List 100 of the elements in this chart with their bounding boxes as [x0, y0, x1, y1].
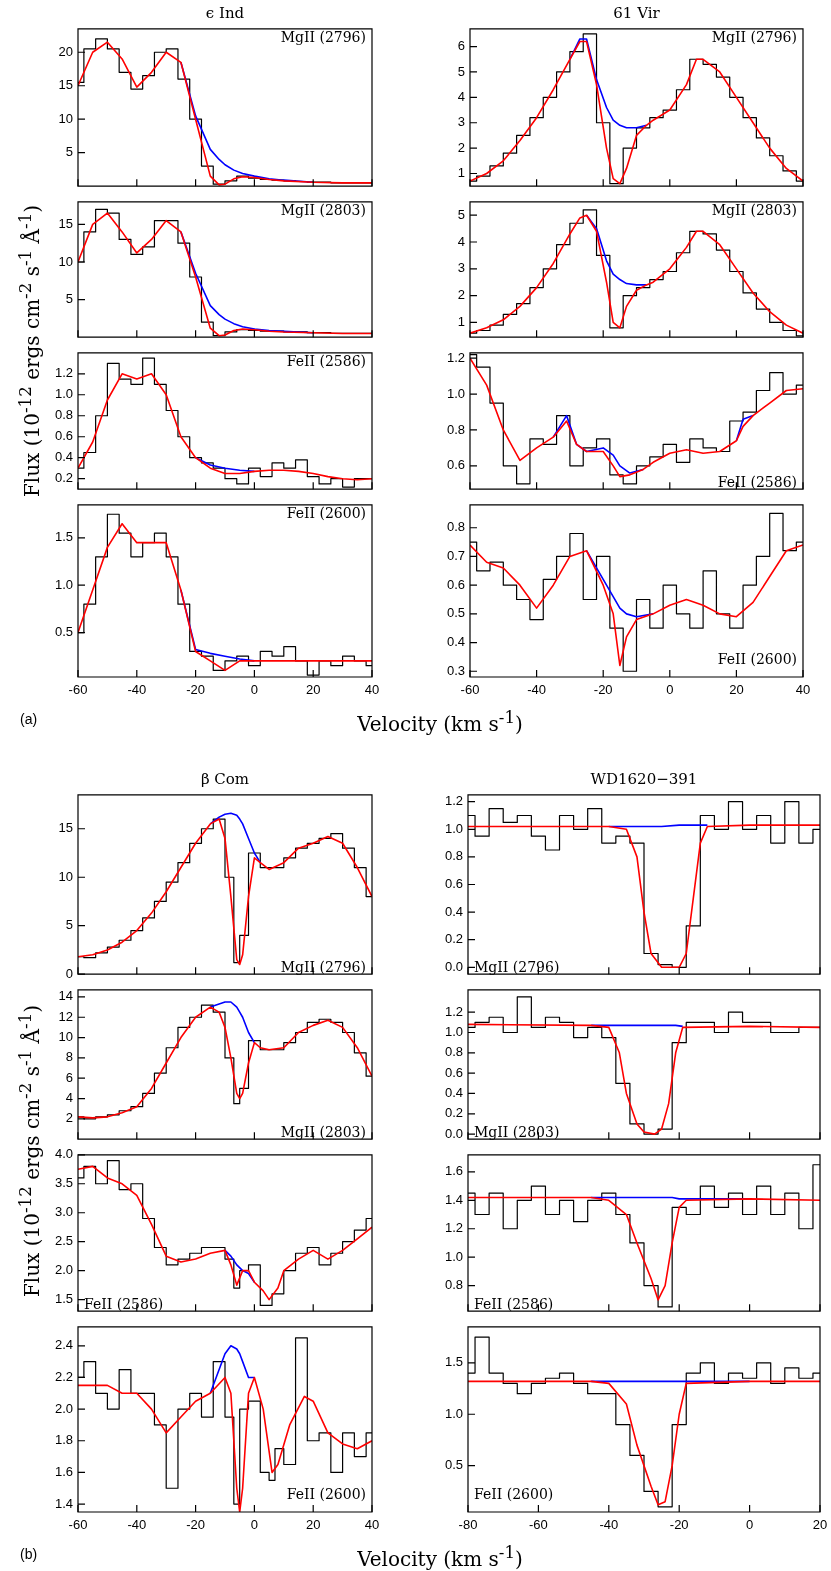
y-tick-label: 1.0	[444, 1405, 463, 1421]
x-tick-label: -80	[458, 1517, 478, 1533]
y-tick-label: 1.2	[444, 1003, 463, 1019]
y-tick-label: 0.4	[54, 449, 73, 465]
y-tick-label: 10	[58, 110, 73, 126]
annotation: MgII (2803)	[280, 1124, 366, 1140]
y-tick-label: 0.3	[446, 662, 465, 678]
y-tick-label: 8	[65, 1049, 73, 1065]
y-tick-label: 0.4	[446, 634, 465, 650]
y-tick-label: 0.4	[444, 1085, 463, 1101]
x-tick-label: -40	[599, 1517, 619, 1533]
x-tick-label: -20	[669, 1517, 689, 1533]
x-axis-title: Velocity (km s$^{-1}$)	[356, 1542, 524, 1571]
y-tick-label: 1.5	[54, 1291, 73, 1307]
y-tick-label: 1.0	[444, 1024, 463, 1040]
y-tick-label: 0.8	[446, 421, 465, 437]
y-tick-label: 0.5	[444, 1457, 463, 1473]
y-tick-label: 5	[65, 291, 73, 307]
annotation: FeII (2586)	[84, 1296, 164, 1312]
y-tick-label: 0.6	[54, 428, 73, 444]
y-tick-label: 0.6	[446, 457, 465, 473]
y-tick-label: 0.6	[444, 1064, 463, 1080]
annotation: MgII (2796)	[280, 959, 366, 975]
x-tick-label: -60	[529, 1517, 548, 1533]
y-tick-label: 1.4	[444, 1191, 463, 1207]
y-tick-label: 2.4	[54, 1337, 73, 1353]
x-tick-label: 20	[305, 1517, 321, 1533]
y-tick-label: 0.8	[444, 1277, 463, 1293]
y-tick-label: 12	[58, 1008, 73, 1024]
x-tick-label: -40	[127, 682, 147, 698]
y-tick-label: 0.6	[444, 876, 463, 892]
y-tick-label: 1.5	[444, 1354, 463, 1370]
y-tick-label: 4	[457, 233, 465, 249]
text: (a)	[20, 711, 38, 727]
y-tick-label: 4	[457, 88, 465, 104]
y-tick-label: 5	[65, 917, 73, 933]
y-tick-label: 1.0	[446, 385, 465, 401]
y-tick-label: 1.2	[444, 1220, 463, 1236]
x-tick-label: -60	[68, 682, 88, 698]
annotation: FeII (2586)	[717, 474, 797, 490]
annotation: FeII (2600)	[286, 505, 366, 521]
y-tick-label: 0.8	[446, 519, 465, 535]
y-tick-label: 15	[58, 820, 73, 836]
annotation: FeII (2600)	[474, 1486, 554, 1502]
y-tick-label: 0.0	[444, 1125, 463, 1141]
x-tick-label: 40	[364, 682, 380, 698]
annotation: MgII (2803)	[280, 202, 366, 218]
annotation: MgII (2803)	[711, 202, 797, 218]
y-tick-label: 2.2	[54, 1369, 73, 1385]
x-tick-label: -60	[68, 1517, 88, 1533]
y-tick-label: 0.6	[446, 576, 465, 592]
y-tick-label: 3	[457, 114, 465, 130]
y-tick-label: 1.6	[444, 1163, 463, 1179]
x-tick-label: -20	[186, 1517, 205, 1533]
x-tick-label: -40	[127, 1517, 147, 1533]
y-tick-label: 2.0	[54, 1400, 73, 1416]
y-tick-label: 1.0	[444, 820, 463, 836]
y-tick-label: 5	[457, 63, 465, 79]
y-tick-label: 0	[65, 965, 73, 981]
y-tick-label: 1	[457, 314, 465, 330]
y-tick-label: 15	[58, 77, 73, 93]
x-tick-label: -40	[527, 682, 546, 698]
annotation: FeII (2586)	[286, 353, 366, 369]
x-tick-label: 40	[364, 1517, 380, 1533]
y-tick-label: 1.5	[54, 529, 73, 545]
y-tick-label: 2	[65, 1110, 73, 1126]
chart-title: β Com	[199, 770, 251, 788]
y-tick-label: 10	[58, 1029, 73, 1045]
y-tick-label: 6	[65, 1069, 73, 1085]
y-tick-label: 0.0	[444, 958, 463, 974]
y-tick-label: 1.6	[54, 1464, 73, 1480]
annotation: MgII (2796)	[474, 959, 560, 975]
x-tick-label: 40	[795, 682, 811, 698]
chart-title: WD1620−391	[589, 770, 699, 788]
text: (b)	[20, 1546, 38, 1562]
annotation: MgII (2796)	[711, 29, 797, 45]
y-tick-label: 1.4	[54, 1495, 73, 1511]
y-tick-label: 1.2	[54, 365, 73, 381]
y-tick-label: 10	[58, 253, 73, 269]
x-tick-label: 20	[812, 1517, 828, 1533]
y-tick-label: 20	[58, 43, 73, 59]
chart-title: ϵ Ind	[204, 4, 246, 22]
y-tick-label: 0.4	[444, 903, 463, 919]
y-tick-label: 0.7	[446, 548, 465, 564]
x-axis-title: Velocity (km s$^{-1}$)	[356, 707, 524, 737]
x-tick-label: 0	[250, 682, 259, 698]
y-tick-label: 1.0	[54, 576, 73, 592]
x-tick-label: 20	[729, 682, 744, 698]
y-tick-label: 3.0	[54, 1204, 73, 1220]
y-tick-label: 1.2	[446, 349, 465, 365]
y-tick-label: 0.2	[444, 931, 463, 947]
annotation: FeII (2600)	[286, 1486, 366, 1502]
y-tick-label: 0.8	[54, 407, 73, 423]
y-tick-label: 1	[457, 165, 465, 181]
y-tick-label: 4	[65, 1090, 73, 1106]
y-tick-label: 0.5	[54, 624, 73, 640]
y-tick-label: 2.0	[54, 1262, 73, 1278]
x-tick-label: -20	[593, 682, 613, 698]
y-tick-label: 5	[65, 144, 73, 160]
y-tick-label: 2	[457, 287, 465, 303]
